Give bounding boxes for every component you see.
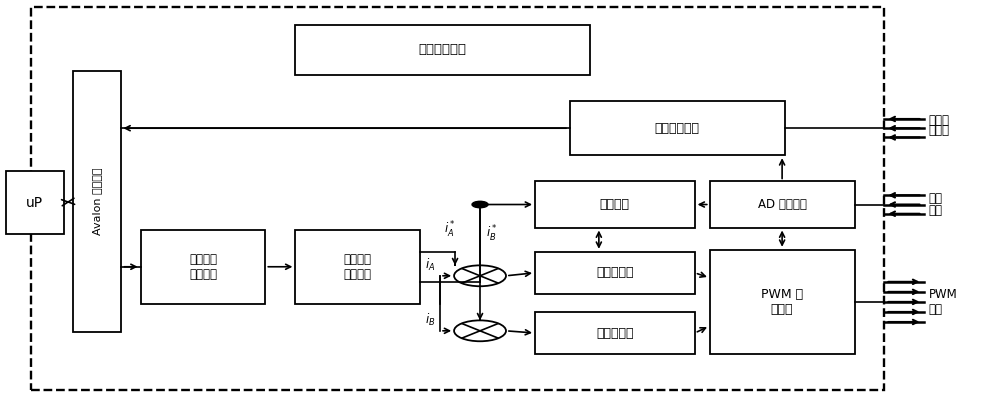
Text: PWM 输
出模块: PWM 输 出模块 (761, 288, 803, 316)
Bar (295, 230, 420, 304)
Text: AD 接口控制: AD 接口控制 (758, 198, 807, 211)
Bar (710, 181, 855, 228)
Text: 转子位: 转子位 (928, 114, 949, 127)
Text: uP: uP (26, 195, 43, 210)
Text: 信号: 信号 (928, 204, 942, 217)
Text: $i_A^*$: $i_A^*$ (444, 220, 456, 240)
Bar (710, 250, 855, 354)
Bar (295, 25, 590, 75)
Bar (31, 7, 884, 390)
Bar (535, 312, 695, 354)
Text: $i_B^*$: $i_B^*$ (486, 224, 498, 244)
Bar (570, 101, 785, 155)
Text: PWM: PWM (928, 288, 957, 301)
Text: 电流: 电流 (928, 192, 942, 206)
Text: 电流调节器: 电流调节器 (596, 266, 634, 279)
Text: 时序规划模块: 时序规划模块 (419, 44, 467, 56)
Text: 位置反馈处理: 位置反馈处理 (655, 122, 700, 135)
Text: 电流调理: 电流调理 (600, 198, 630, 211)
Text: Avalon 总线接口: Avalon 总线接口 (92, 168, 102, 235)
Text: 信号: 信号 (928, 303, 942, 316)
Text: $i_B$: $i_B$ (425, 312, 435, 328)
Circle shape (472, 202, 488, 208)
Bar (535, 181, 695, 228)
Bar (6, 171, 64, 234)
Bar (73, 71, 121, 332)
Text: $i_A$: $i_A$ (425, 256, 435, 272)
Bar (535, 252, 695, 294)
Text: 置信号: 置信号 (928, 124, 949, 137)
Bar (141, 230, 265, 304)
Text: 速度剖面
产生模块: 速度剖面 产生模块 (189, 253, 217, 281)
Text: 电流调节器: 电流调节器 (596, 326, 634, 340)
Text: 细分电流
计算模块: 细分电流 计算模块 (344, 253, 372, 281)
